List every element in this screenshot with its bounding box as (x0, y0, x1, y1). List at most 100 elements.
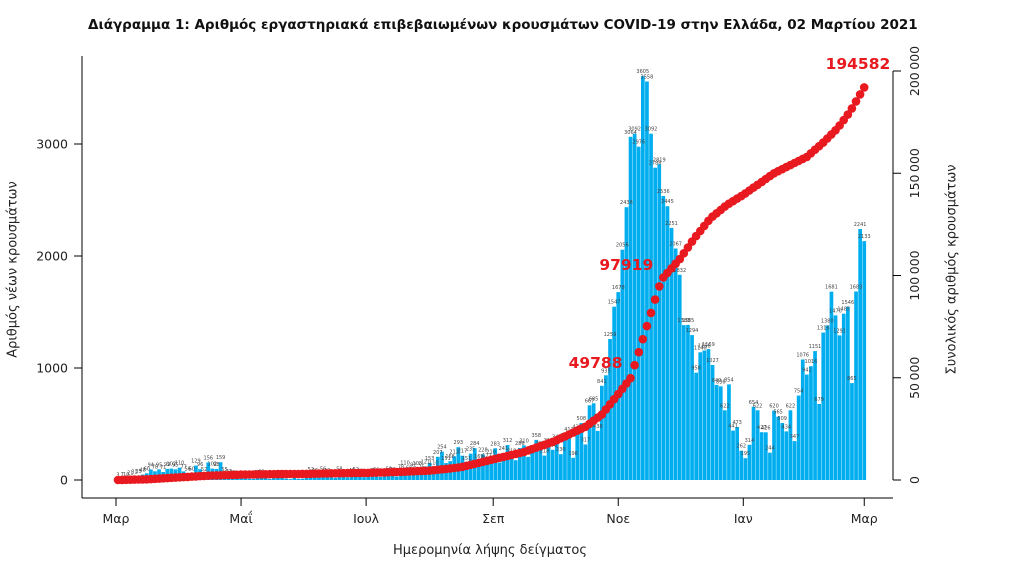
svg-text:754: 754 (794, 389, 804, 395)
svg-text:2133: 2133 (858, 234, 871, 240)
svg-text:262: 262 (737, 444, 747, 450)
svg-text:21: 21 (127, 471, 133, 477)
svg-text:2819: 2819 (653, 157, 666, 163)
svg-text:228: 228 (478, 448, 488, 454)
svg-text:52: 52 (201, 467, 207, 473)
svg-text:1678: 1678 (612, 285, 625, 291)
svg-text:153: 153 (425, 456, 435, 462)
svg-text:283: 283 (490, 441, 500, 447)
svg-text:Μαΐ: Μαΐ (229, 511, 252, 526)
svg-text:1485: 1485 (837, 307, 850, 313)
svg-text:679: 679 (814, 397, 824, 403)
svg-text:1027: 1027 (706, 358, 719, 364)
svg-text:241: 241 (499, 446, 509, 452)
svg-text:102: 102 (167, 462, 177, 468)
svg-text:441: 441 (728, 424, 738, 430)
svg-text:98: 98 (213, 462, 219, 468)
svg-text:1383: 1383 (677, 318, 690, 324)
svg-text:195: 195 (741, 451, 751, 457)
svg-text:71: 71 (160, 465, 166, 471)
svg-text:1076: 1076 (796, 353, 809, 359)
svg-text:95: 95 (156, 462, 162, 468)
svg-text:254: 254 (437, 445, 447, 451)
svg-text:200 000: 200 000 (907, 46, 922, 96)
svg-text:2445: 2445 (661, 199, 674, 205)
svg-text:565: 565 (773, 410, 783, 416)
svg-text:35: 35 (135, 469, 141, 475)
svg-text:426: 426 (761, 425, 771, 431)
svg-text:1316: 1316 (817, 326, 830, 332)
svg-text:2056: 2056 (616, 243, 629, 249)
svg-text:2251: 2251 (665, 221, 678, 227)
svg-text:1000: 1000 (36, 361, 68, 376)
svg-text:108: 108 (413, 461, 423, 467)
svg-text:212: 212 (449, 449, 459, 455)
svg-text:317: 317 (581, 438, 591, 444)
svg-text:941: 941 (802, 368, 812, 374)
svg-text:235: 235 (466, 447, 476, 453)
axes-layer: 0 1000 2000 3000 0 50 000 100 000 150 000 200 00… (36, 46, 922, 526)
svg-text:Νοε: Νοε (606, 511, 630, 526)
svg-text:3092: 3092 (628, 127, 641, 133)
svg-text:620: 620 (769, 404, 779, 410)
svg-text:97919: 97919 (599, 256, 653, 274)
svg-text:312: 312 (503, 438, 513, 444)
svg-text:168: 168 (445, 454, 455, 460)
svg-text:218: 218 (540, 449, 550, 455)
svg-text:230: 230 (556, 447, 566, 453)
svg-text:198: 198 (568, 451, 578, 457)
svg-text:150 000: 150 000 (907, 148, 922, 198)
svg-text:60: 60 (144, 466, 150, 472)
svg-text:622: 622 (753, 403, 763, 409)
svg-text:2436: 2436 (620, 200, 633, 206)
svg-text:Μαρ: Μαρ (851, 511, 878, 526)
svg-text:1291: 1291 (833, 328, 846, 334)
svg-text:3064: 3064 (624, 130, 637, 136)
svg-text:48: 48 (140, 468, 146, 474)
cumulative-line-layer (113, 83, 869, 485)
svg-text:622: 622 (720, 403, 730, 409)
svg-text:434: 434 (782, 424, 792, 430)
svg-text:841: 841 (597, 379, 607, 385)
x-axis-title: Ημερομηνία λήψης δείγματος (393, 543, 587, 558)
svg-text:1151: 1151 (809, 344, 822, 350)
svg-text:49788: 49788 (569, 354, 623, 372)
svg-text:169: 169 (474, 454, 484, 460)
svg-text:151: 151 (441, 456, 451, 462)
svg-text:284: 284 (470, 441, 480, 447)
svg-text:3092: 3092 (645, 127, 658, 133)
svg-text:3605: 3605 (636, 69, 649, 75)
svg-text:473: 473 (732, 420, 742, 426)
svg-text:667: 667 (585, 398, 595, 404)
svg-text:102: 102 (208, 462, 218, 468)
svg-text:Ιουλ: Ιουλ (353, 511, 380, 526)
svg-text:96: 96 (197, 462, 203, 468)
svg-text:129: 129 (191, 459, 201, 465)
svg-text:210: 210 (486, 450, 496, 456)
svg-text:849: 849 (712, 378, 722, 384)
svg-text:293: 293 (454, 440, 464, 446)
svg-text:2241: 2241 (854, 222, 867, 228)
svg-text:99: 99 (164, 462, 170, 468)
svg-text:1470: 1470 (829, 308, 842, 314)
svg-text:1016: 1016 (805, 359, 818, 365)
bars-layer (116, 76, 867, 481)
svg-text:347: 347 (790, 434, 800, 440)
svg-text:Σεπ: Σεπ (482, 511, 505, 526)
svg-text:438: 438 (593, 424, 603, 430)
svg-text:2536: 2536 (657, 189, 670, 195)
svg-text:94: 94 (148, 463, 154, 469)
svg-text:685: 685 (589, 396, 599, 402)
svg-text:177: 177 (482, 453, 492, 459)
svg-text:854: 854 (724, 377, 734, 383)
svg-text:Μαρ: Μαρ (103, 511, 130, 526)
svg-text:1547: 1547 (608, 300, 621, 306)
svg-text:412: 412 (564, 427, 574, 433)
svg-text:3: 3 (116, 473, 119, 479)
svg-text:2000: 2000 (36, 249, 68, 264)
svg-text:3558: 3558 (641, 75, 654, 81)
svg-text:1140: 1140 (694, 345, 707, 351)
svg-text:110: 110 (175, 461, 185, 467)
